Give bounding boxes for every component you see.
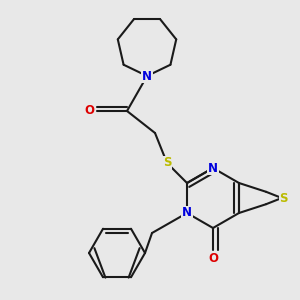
Text: O: O bbox=[208, 251, 218, 265]
Text: S: S bbox=[280, 191, 288, 205]
Text: S: S bbox=[163, 157, 171, 169]
Text: N: N bbox=[142, 70, 152, 83]
Text: N: N bbox=[182, 206, 192, 220]
Text: O: O bbox=[84, 104, 94, 118]
Text: N: N bbox=[208, 161, 218, 175]
